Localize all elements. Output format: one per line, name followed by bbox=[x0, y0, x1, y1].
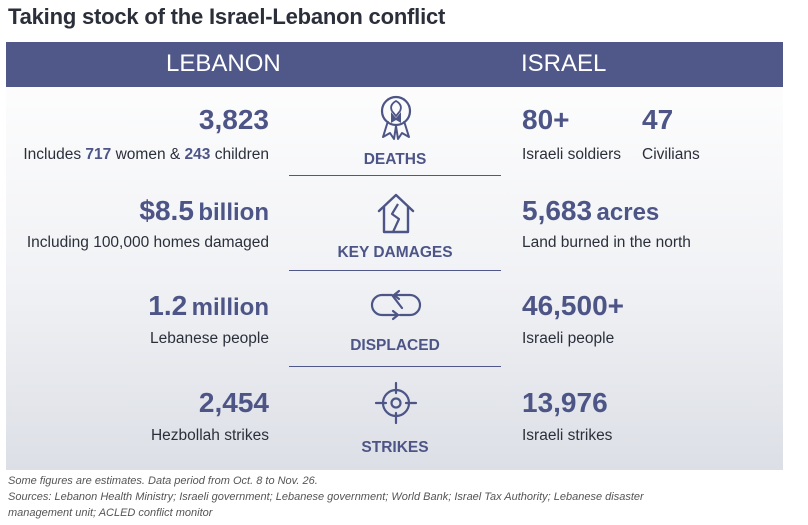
lebanon-damages-value: $8.5 billion bbox=[139, 195, 269, 226]
category-key-damages: KEY DAMAGES bbox=[337, 244, 453, 261]
israel-displaced-value: 46,500+ bbox=[522, 290, 624, 321]
comparison-panel: LEBANON ISRAEL 3,823 Includes 717 women … bbox=[6, 42, 783, 470]
footnote-sources-line2: management unit; ACLED conflict monitor bbox=[8, 507, 213, 519]
row-divider bbox=[289, 366, 501, 367]
row-divider bbox=[289, 175, 501, 176]
israel-strikes-desc: Israeli strikes bbox=[522, 427, 613, 444]
lebanon-damages-desc: Including 100,000 homes damaged bbox=[26, 234, 269, 251]
ribbon-icon bbox=[380, 95, 412, 140]
category-displaced: DISPLACED bbox=[350, 337, 440, 354]
category-deaths: DEATHS bbox=[363, 151, 427, 168]
children-count: 243 bbox=[184, 146, 211, 163]
column-header-lebanon: LEBANON bbox=[166, 50, 281, 77]
broken-house-icon bbox=[377, 193, 415, 234]
israel-soldiers-value: 80+ bbox=[522, 104, 570, 135]
lebanon-deaths-desc: Includes 717 women & 243 children bbox=[23, 146, 269, 163]
row-divider bbox=[289, 270, 501, 271]
lebanon-displaced-desc: Lebanese people bbox=[150, 330, 269, 347]
israel-civilians-desc: Civilians bbox=[642, 146, 700, 163]
israel-civilians-value: 47 bbox=[642, 104, 674, 135]
lebanon-deaths-value: 3,823 bbox=[198, 104, 269, 135]
header-bar: LEBANON ISRAEL bbox=[6, 42, 783, 87]
israel-displaced-desc: Israeli people bbox=[522, 330, 615, 347]
column-header-israel: ISRAEL bbox=[521, 50, 607, 77]
lebanon-strikes-value: 2,454 bbox=[198, 387, 269, 418]
israel-strikes-value: 13,976 bbox=[522, 387, 608, 418]
women-count: 717 bbox=[85, 146, 112, 163]
category-strikes: STRIKES bbox=[361, 439, 429, 456]
footnote-sources-line1: Sources: Lebanon Health Ministry; Israel… bbox=[8, 491, 644, 503]
israel-damages-value: 5,683 acres bbox=[522, 195, 660, 226]
lebanon-displaced-value: 1.2 million bbox=[148, 290, 269, 321]
lebanon-strikes-desc: Hezbollah strikes bbox=[150, 427, 269, 444]
displacement-arrows-icon bbox=[370, 289, 422, 321]
footnote-estimates: Some figures are estimates. Data period … bbox=[8, 475, 318, 487]
israel-damages-desc: Land burned in the north bbox=[522, 234, 691, 251]
crosshair-icon bbox=[374, 381, 418, 425]
infographic-title: Taking stock of the Israel-Lebanon confl… bbox=[8, 4, 446, 29]
israel-soldiers-desc: Israeli soldiers bbox=[522, 146, 622, 163]
